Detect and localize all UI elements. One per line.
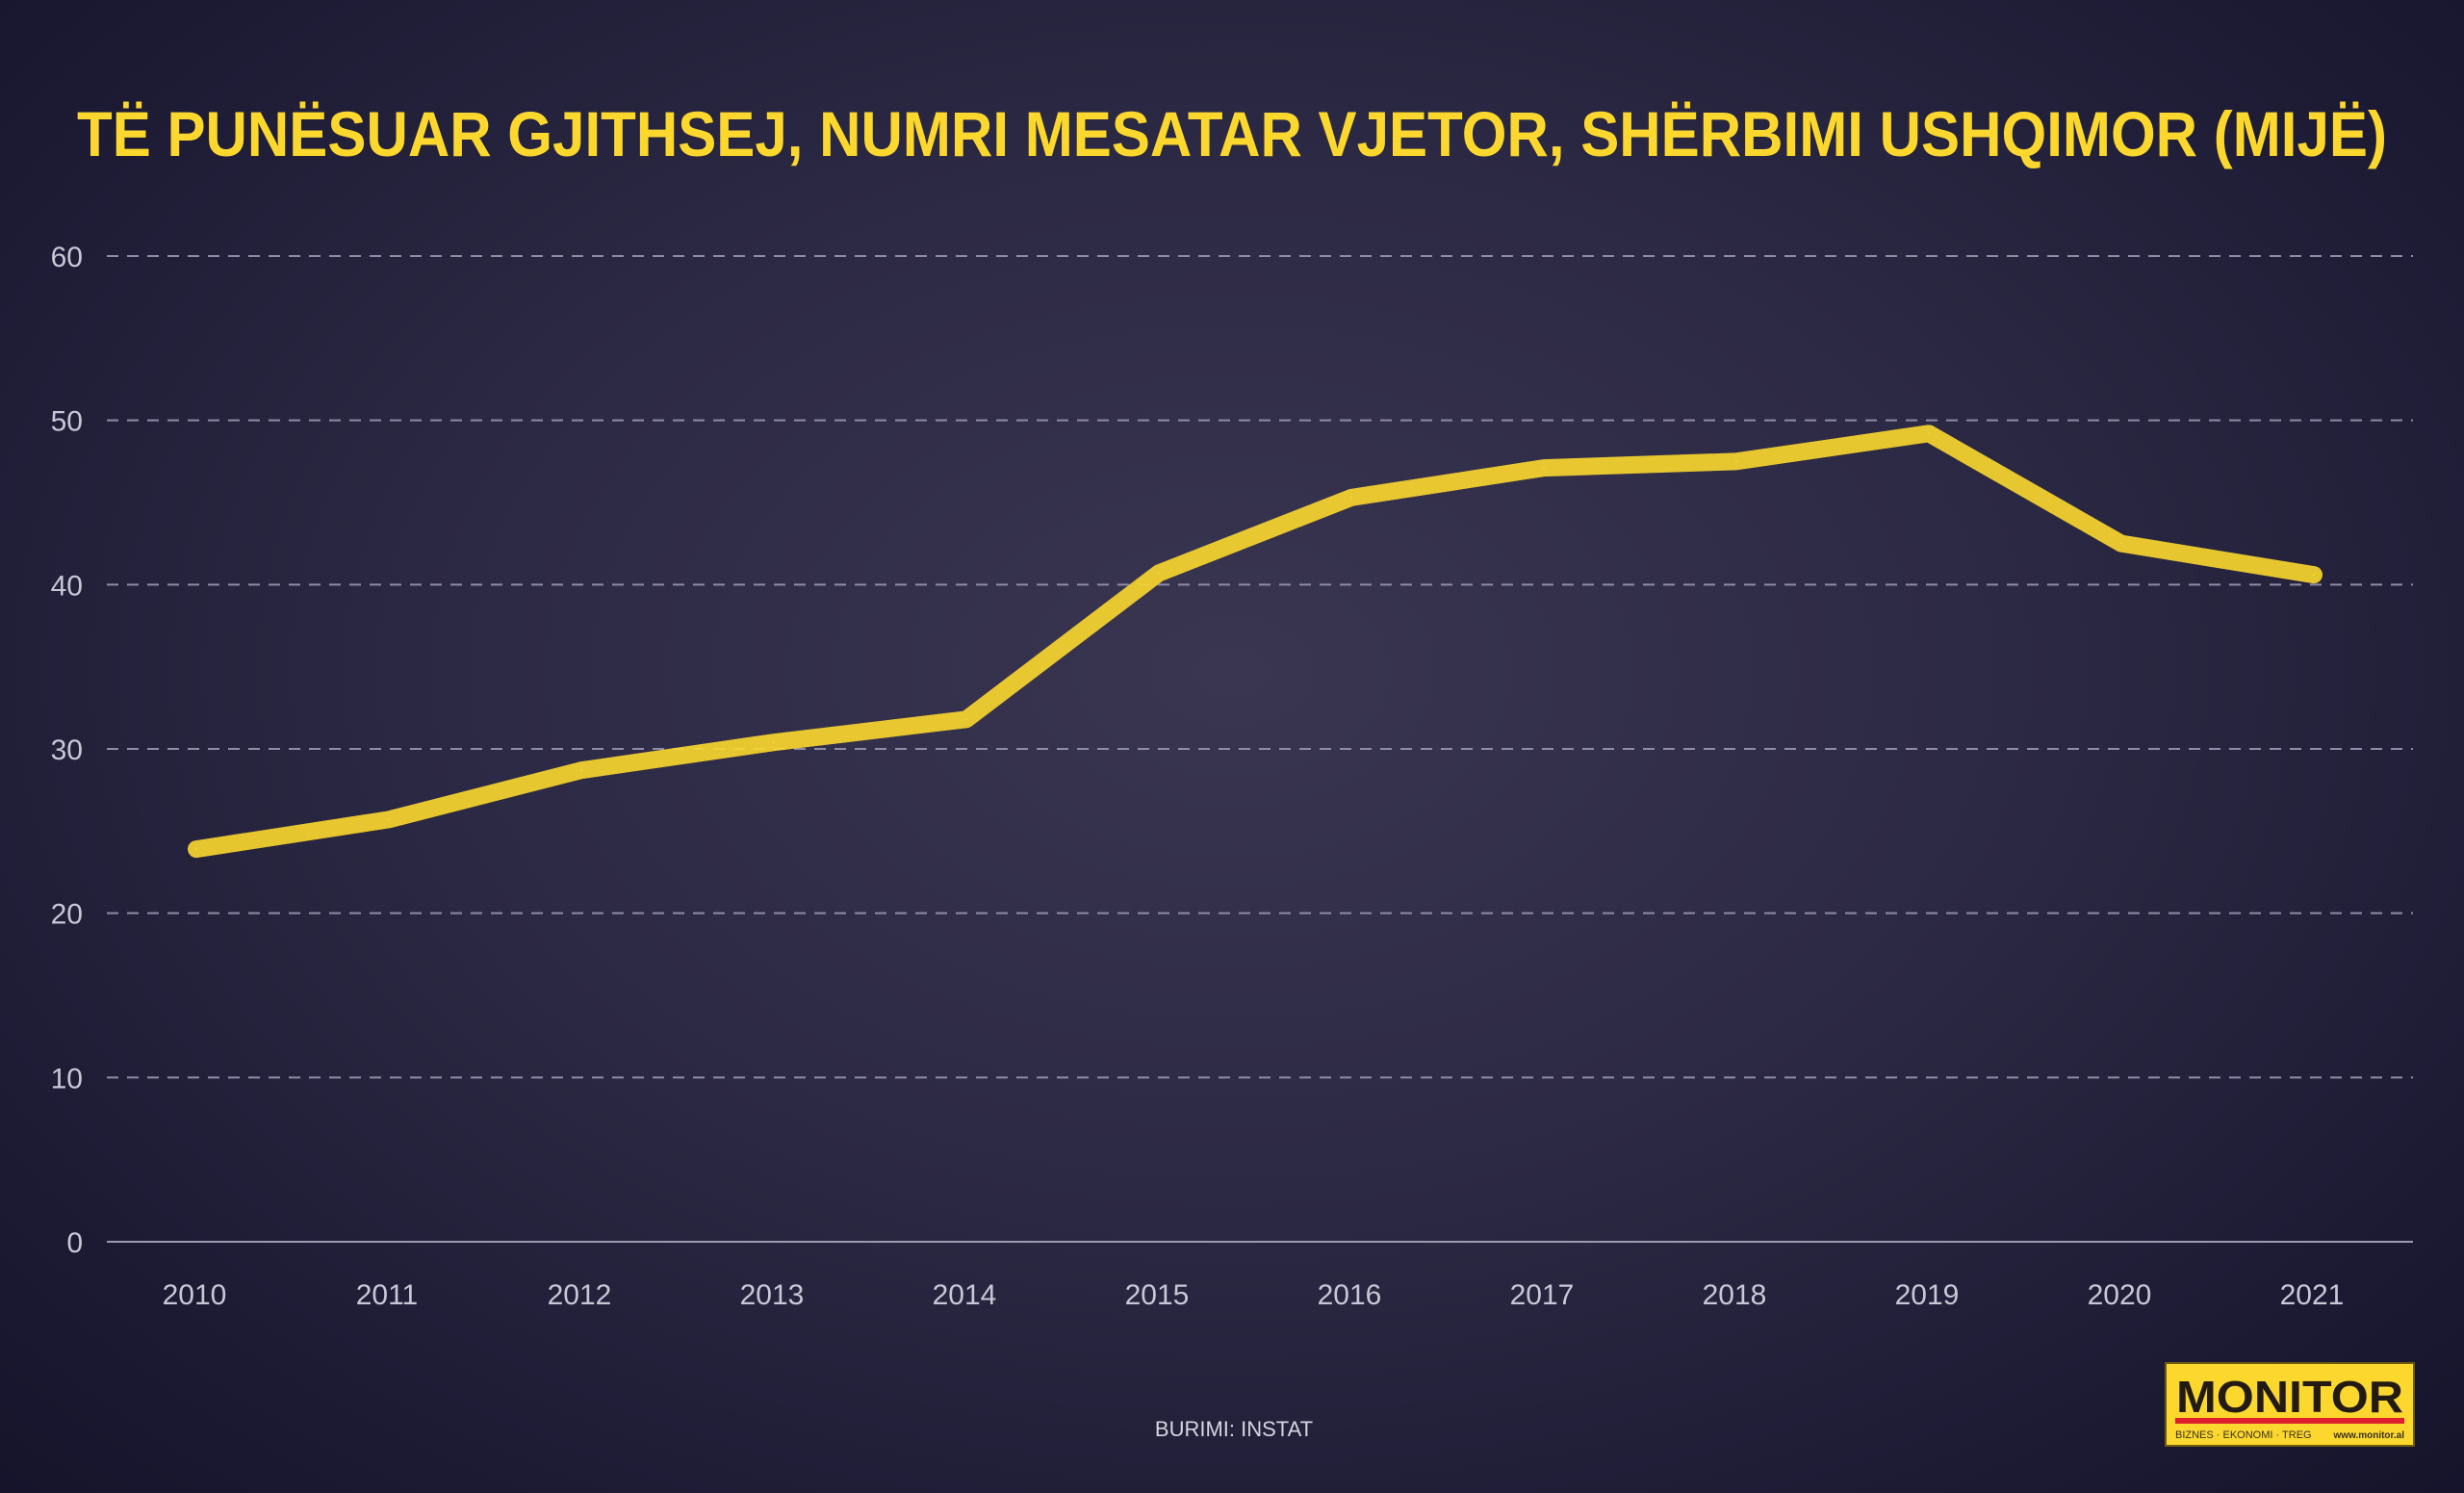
y-tick-label: 60 <box>51 242 83 273</box>
x-tick-label: 2014 <box>933 1279 997 1311</box>
y-axis-ticks: 0 10 20 30 40 50 60 <box>51 242 83 1259</box>
data-point-2013 <box>773 741 775 744</box>
x-tick-label: 2015 <box>1125 1279 1190 1311</box>
data-point-2011 <box>388 818 390 821</box>
logo-red-bar <box>2175 1418 2404 1424</box>
y-tick-label: 30 <box>51 734 83 766</box>
x-tick-label: 2018 <box>1703 1279 1767 1311</box>
x-tick-label: 2012 <box>548 1279 612 1311</box>
x-tick-label: 2020 <box>2088 1279 2152 1311</box>
y-tick-label: 10 <box>51 1063 83 1094</box>
data-point-2014 <box>965 718 967 721</box>
grid-lines <box>107 255 2413 1079</box>
x-tick-label: 2010 <box>163 1279 227 1311</box>
logo-url: www.monitor.al <box>2332 1430 2404 1441</box>
source-note: BURIMI: INSTAT <box>1155 1417 1313 1441</box>
data-point-2010 <box>195 848 197 851</box>
y-tick-label: 40 <box>51 570 83 602</box>
logo-name: MONITOR <box>2176 1372 2403 1422</box>
x-tick-label: 2021 <box>2280 1279 2345 1311</box>
data-point-2017 <box>1543 467 1545 470</box>
data-point-2016 <box>1350 496 1352 499</box>
data-point-2012 <box>580 769 582 772</box>
data-point-2021 <box>2313 574 2315 577</box>
x-tick-label: 2019 <box>1895 1279 1960 1311</box>
y-tick-label: 50 <box>51 406 83 438</box>
series-line <box>188 425 2323 859</box>
data-point-2020 <box>2120 542 2122 545</box>
x-tick-label: 2016 <box>1318 1279 1382 1311</box>
data-point-2015 <box>1158 572 1160 575</box>
data-point-2018 <box>1735 460 1737 463</box>
monitor-logo: MONITOR BIZNES · EKONOMI · TREG www.moni… <box>2165 1362 2415 1447</box>
x-tick-label: 2011 <box>356 1279 419 1311</box>
y-tick-label: 20 <box>51 899 83 931</box>
series-path <box>188 425 2323 859</box>
chart-title: TË PUNËSUAR GJITHSEJ, NUMRI MESATAR VJET… <box>77 98 2387 169</box>
x-axis-ticks: 2010 2011 2012 2013 2014 2015 2016 2017 2018 2019… <box>163 1279 2345 1311</box>
y-tick-label: 0 <box>66 1227 83 1259</box>
x-tick-label: 2013 <box>740 1279 805 1311</box>
data-point-2019 <box>1928 432 1930 435</box>
x-tick-label: 2017 <box>1510 1279 1575 1311</box>
logo-tagline: BIZNES · EKONOMI · TREG <box>2175 1429 2312 1441</box>
